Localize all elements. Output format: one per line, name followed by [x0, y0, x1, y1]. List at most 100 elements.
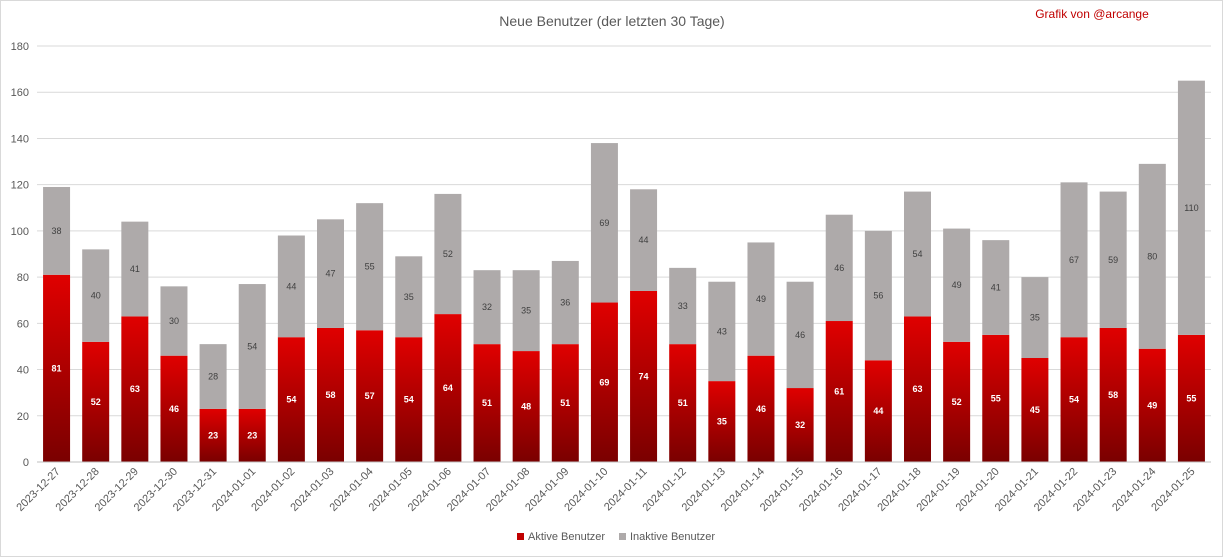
bar-inactive-2024-01-25	[1177, 80, 1205, 335]
grid-lines	[37, 45, 1211, 463]
data-label-active: 55	[991, 393, 1001, 403]
y-tick-label: 40	[17, 365, 29, 377]
data-label-active: 52	[91, 397, 101, 407]
data-label-inactive: 46	[795, 330, 805, 340]
bar-active-2024-01-01	[238, 408, 266, 462]
data-label-active: 35	[717, 417, 727, 427]
legend-label-active: Aktive Benutzer	[528, 531, 605, 543]
data-label-active: 81	[52, 363, 62, 373]
data-label-inactive: 54	[247, 341, 257, 351]
bar-active-2024-01-07	[473, 344, 501, 462]
data-label-active: 64	[443, 383, 453, 393]
data-label-inactive: 35	[1030, 313, 1040, 323]
data-label-inactive: 69	[599, 218, 609, 228]
bar-active-2023-12-31	[199, 408, 227, 462]
data-label-inactive: 52	[443, 249, 453, 259]
bar-inactive-2024-01-19	[943, 228, 971, 342]
data-label-inactive: 56	[873, 291, 883, 301]
bar-inactive-2024-01-10	[590, 143, 618, 303]
legend: Aktive Benutzer Inaktive Benutzer	[517, 531, 715, 543]
bar-active-2024-01-19	[943, 341, 971, 462]
bar-inactive-2024-01-23	[1099, 191, 1127, 328]
bar-inactive-2024-01-24	[1138, 163, 1166, 349]
bar-active-2024-01-16	[825, 321, 853, 462]
bar-active-2024-01-08	[512, 351, 540, 462]
y-tick-label: 160	[11, 87, 29, 99]
bar-inactive-2024-01-18	[904, 191, 931, 317]
bar-inactive-2023-12-28	[82, 249, 110, 342]
bar-active-2024-01-02	[277, 337, 305, 462]
data-label-inactive: 33	[678, 301, 688, 311]
data-label-active: 69	[599, 377, 609, 387]
bar-inactive-2024-01-02	[277, 235, 305, 338]
data-label-active: 51	[678, 398, 688, 408]
data-label-active: 52	[952, 397, 962, 407]
bar-inactive-2024-01-20	[982, 240, 1010, 335]
data-label-active: 63	[130, 384, 140, 394]
bar-inactive-2023-12-31	[199, 344, 227, 409]
data-label-active: 46	[169, 404, 179, 414]
data-label-active: 51	[482, 398, 492, 408]
legend-swatch-active	[517, 533, 524, 540]
bar-active-2024-01-06	[434, 314, 462, 462]
bar-inactive-2023-12-30	[160, 286, 188, 356]
bar-inactive-2024-01-14	[747, 242, 775, 356]
data-label-active: 54	[286, 395, 296, 405]
data-label-inactive: 41	[130, 264, 140, 274]
y-tick-label: 0	[23, 457, 29, 469]
bar-active-2024-01-05	[395, 337, 423, 462]
bar-inactive-2024-01-11	[630, 189, 658, 291]
bar-inactive-2023-12-29	[121, 221, 149, 317]
data-label-inactive: 35	[404, 292, 414, 302]
bar-inactive-2024-01-15	[786, 281, 814, 389]
legend-label-inactive: Inaktive Benutzer	[630, 531, 715, 543]
data-label-inactive: 110	[1184, 203, 1198, 213]
data-label-active: 63	[912, 384, 922, 394]
y-tick-label: 120	[11, 180, 29, 192]
bar-inactive-2024-01-09	[551, 260, 579, 345]
bar-active-2024-01-22	[1060, 337, 1088, 462]
data-label-inactive: 55	[365, 262, 375, 272]
data-label-active: 49	[1147, 400, 1157, 410]
bar-inactive-2024-01-08	[512, 270, 540, 352]
bar-active-2024-01-15	[786, 388, 814, 462]
bar-active-2024-01-25	[1177, 334, 1205, 462]
bar-inactive-2024-01-21	[1021, 277, 1049, 358]
data-label-inactive: 38	[52, 226, 62, 236]
data-label-active: 48	[521, 402, 531, 412]
data-label-active: 55	[1186, 393, 1196, 403]
y-axis: 0 20 40 60 80 100 120 140 160 180	[11, 41, 29, 469]
data-label-inactive: 54	[912, 249, 922, 259]
data-label-active: 74	[639, 371, 649, 381]
data-label-active: 54	[404, 395, 414, 405]
y-tick-label: 80	[17, 272, 29, 284]
data-label-active: 23	[247, 430, 257, 440]
bar-active-2024-01-13	[708, 381, 736, 462]
bar-active-2024-01-09	[551, 344, 579, 462]
bar-inactive-2024-01-16	[825, 214, 853, 322]
data-label-inactive: 59	[1108, 255, 1118, 265]
data-label-inactive: 67	[1069, 255, 1079, 265]
data-label-active: 58	[1108, 390, 1118, 400]
data-label-active: 54	[1069, 395, 1079, 405]
y-tick-label: 60	[17, 318, 29, 330]
bar-active-2024-01-18	[904, 316, 931, 462]
bar-inactive-2024-01-13	[708, 281, 736, 382]
data-label-inactive: 44	[286, 281, 296, 291]
bar-inactive-2024-01-07	[473, 270, 501, 345]
data-label-inactive: 35	[521, 306, 531, 316]
data-label-active: 61	[834, 387, 844, 397]
bar-active-2024-01-12	[669, 344, 697, 462]
data-label-inactive: 41	[991, 283, 1001, 293]
bar-inactive-2024-01-17	[864, 230, 892, 361]
data-label-inactive: 30	[169, 316, 179, 326]
bar-inactive-2024-01-04	[356, 203, 384, 331]
bar-active-2024-01-17	[864, 360, 892, 462]
bar-inactive-2024-01-22	[1060, 182, 1088, 338]
bar-active-2023-12-30	[160, 355, 188, 462]
chart-title: Neue Benutzer (der letzten 30 Tage)	[499, 13, 724, 29]
x-axis: 2023-12-272023-12-282023-12-292023-12-30…	[14, 461, 1211, 514]
data-label-active: 45	[1030, 405, 1040, 415]
bar-active-2024-01-23	[1099, 327, 1127, 462]
